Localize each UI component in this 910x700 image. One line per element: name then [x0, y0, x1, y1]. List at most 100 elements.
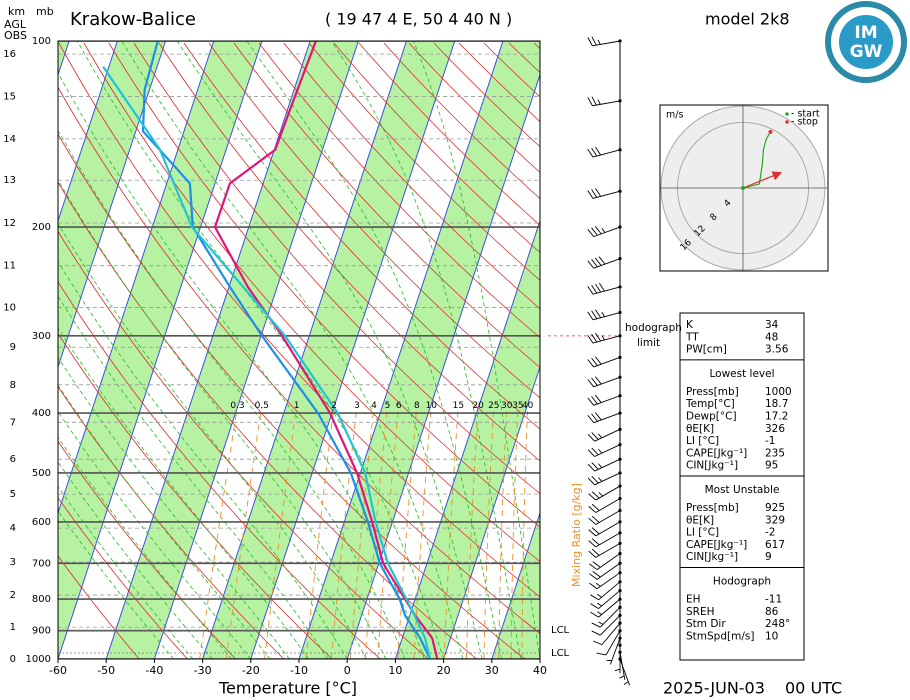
y-tick-label: 200 [32, 222, 51, 233]
height-tick-label: 6 [10, 454, 16, 465]
row-value: 326 [765, 423, 785, 435]
row-value: 925 [765, 502, 785, 514]
mixing-ratio-tick-label: 3 [354, 401, 360, 411]
wind-barb [590, 590, 621, 609]
y-tick-label: 700 [32, 558, 51, 569]
y-tick-label: 100 [32, 36, 51, 47]
isotherm [58, 41, 215, 515]
row-value: -1 [765, 435, 775, 447]
moist-adiabat [413, 41, 540, 659]
x-tick-label: -20 [242, 664, 260, 677]
wind-barb [587, 256, 621, 269]
wind-station [618, 225, 622, 229]
moist-adiabat [176, 41, 483, 659]
mixing-ratio-line [305, 406, 335, 659]
mixing-ratio-tick-label: 1 [294, 401, 300, 411]
row-label: Temp[°C] [685, 398, 735, 410]
dry-adiabat [83, 42, 540, 563]
mixing-ratio-line [199, 406, 238, 659]
moist-adiabat [77, 41, 444, 659]
mixing-ratio-line [510, 406, 519, 659]
isotherm-band [106, 41, 359, 659]
moist-adiabat [121, 41, 464, 659]
storm-motion [742, 171, 783, 189]
height-tick-label: 11 [3, 261, 16, 272]
wind-barb [587, 458, 621, 472]
row-label: CIN[Jkg⁻¹] [686, 551, 738, 563]
wind-station [618, 355, 622, 359]
row-label: PW[cm] [686, 344, 727, 356]
height-tick-label: 1 [10, 622, 16, 633]
height-tick-label: 13 [3, 175, 16, 186]
dry-adiabat [58, 86, 540, 634]
y-tick-label: 800 [32, 594, 51, 605]
wind-barb [587, 309, 621, 321]
wind-barb [590, 598, 621, 618]
location: ( 19 47 4 E, 50 4 40 N ) [325, 10, 512, 29]
hodograph-trace [742, 131, 771, 189]
row-label: Dewp[°C] [686, 411, 737, 423]
mixing-ratio-tick-label: 0.5 [255, 401, 269, 411]
wind-barb [590, 581, 621, 601]
wind-station [618, 551, 622, 556]
y-tick-label: 300 [32, 331, 51, 342]
wind-barb [593, 622, 621, 646]
wind-barb [588, 521, 621, 537]
model: model 2k8 [705, 10, 790, 29]
wind-station [618, 427, 622, 431]
wind-station [618, 580, 622, 584]
height-tick-label: 2 [10, 590, 16, 601]
wind-barb [591, 607, 621, 628]
logo-text: IM [854, 23, 877, 43]
mixing-ratio-tick-label: 35 [512, 401, 523, 411]
height-tick-label: 16 [3, 49, 16, 60]
wind-station [618, 520, 622, 524]
isotherm-band [202, 41, 455, 659]
wind-barb [587, 332, 621, 344]
moist-adiabat [58, 436, 232, 659]
row-value: 48 [765, 331, 778, 343]
wind-station [618, 334, 622, 338]
row-value: 10 [765, 630, 778, 642]
wind-barb [587, 282, 621, 295]
wind-barb [587, 472, 621, 486]
dry-adiabat [58, 385, 285, 659]
mixing-ratio-tick-label: 6 [396, 401, 402, 411]
moist-adiabat [58, 356, 290, 659]
x-tick-label: -30 [194, 664, 212, 677]
legend-label: - stop [791, 117, 818, 128]
row-value: 17.2 [765, 411, 788, 423]
wind-station [618, 629, 622, 633]
dry-adiabat [133, 42, 540, 495]
wind-barb [587, 376, 621, 388]
row-value: 617 [765, 539, 785, 551]
wind-station [618, 484, 622, 488]
lcl-label: LCL [551, 625, 570, 636]
x-tick-label: -40 [145, 664, 163, 677]
wind-barb [587, 96, 621, 107]
isotherm [58, 41, 263, 659]
dry-adiabat [233, 42, 540, 369]
dry-adiabat [258, 42, 540, 339]
isotherm [298, 41, 504, 659]
row-label: Press[mb] [686, 502, 739, 514]
mixing-ratio-tick-label: 30 [501, 401, 513, 411]
mixing-ratio-tick-label: 5 [385, 401, 391, 411]
mixing-ratio-line [225, 406, 263, 659]
wind-station [618, 588, 622, 593]
x-axis-label: Temperature [°C] [218, 679, 357, 698]
row-label: Press[mb] [686, 386, 739, 398]
isotherm [105, 41, 311, 659]
hodograph-limit-label: limit [637, 337, 660, 349]
pressure-axis-label: mb [36, 5, 54, 18]
moist-adiabat [58, 410, 252, 659]
wind-station [618, 657, 622, 661]
logo-disc [839, 15, 893, 69]
dry-adiabat [58, 281, 381, 659]
y-tick-label: 500 [32, 468, 51, 479]
mixing-ratio-line [264, 406, 297, 659]
mixing-ratio-line [483, 406, 495, 659]
moist-adiabat [58, 510, 174, 659]
plot-area [58, 41, 540, 659]
height-tick-label: 12 [3, 218, 16, 229]
